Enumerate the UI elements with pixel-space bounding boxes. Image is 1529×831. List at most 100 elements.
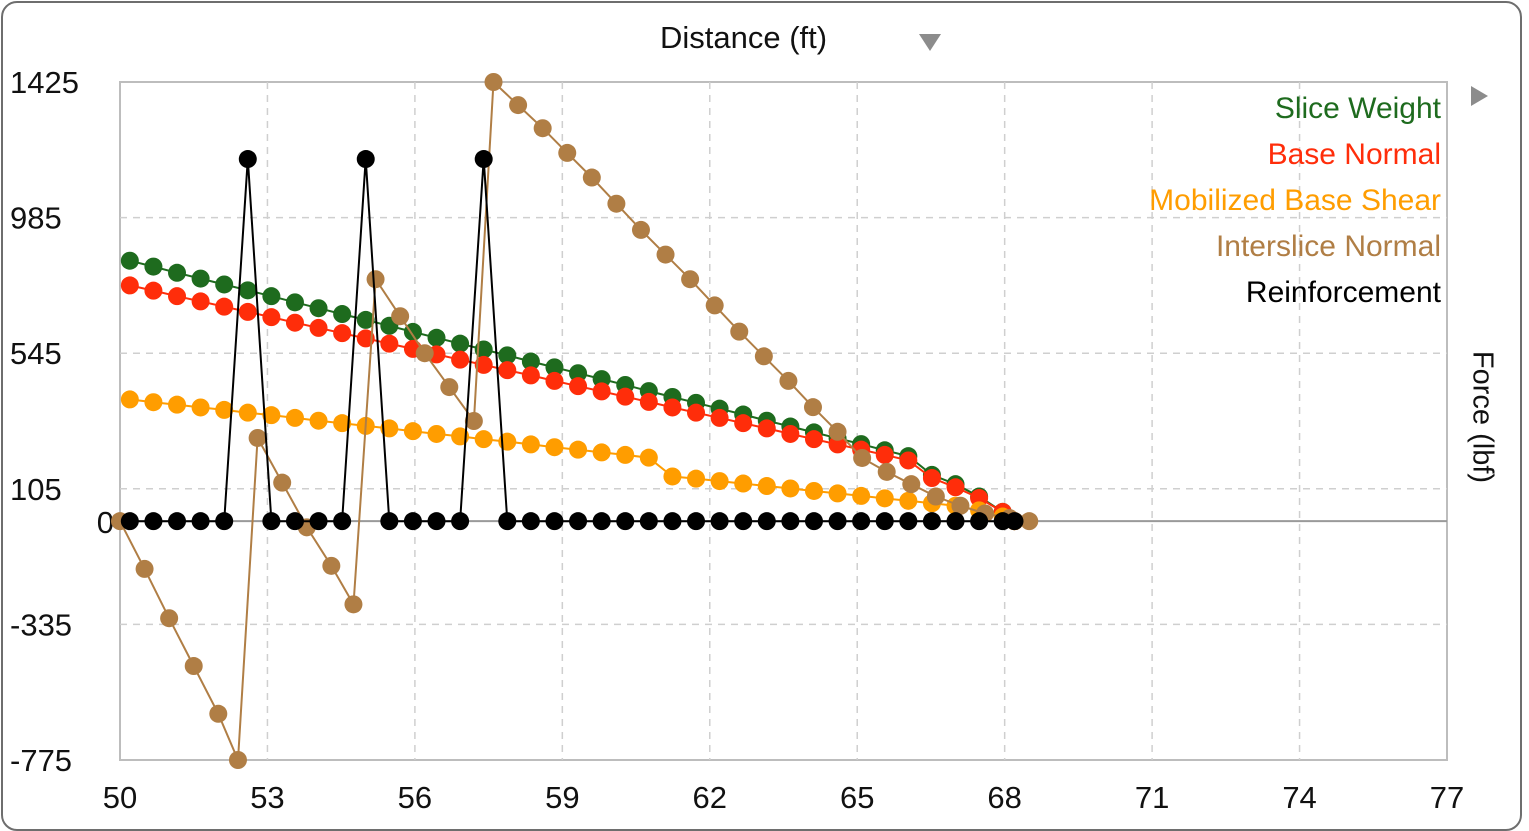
- data-point: [191, 398, 210, 417]
- data-point: [380, 419, 399, 438]
- data-point: [946, 478, 965, 497]
- legend: Slice Weight Base Normal Mobilized Base Sh…: [1149, 92, 1441, 309]
- y-tick-label: -775: [10, 743, 72, 778]
- data-point: [451, 334, 470, 353]
- x-tick-label: 59: [545, 780, 579, 815]
- data-point: [922, 469, 941, 488]
- data-point: [922, 512, 941, 531]
- data-point: [238, 403, 257, 422]
- data-point: [781, 479, 800, 498]
- data-point: [970, 489, 989, 508]
- data-point: [710, 408, 729, 427]
- data-point: [184, 657, 203, 676]
- data-point: [592, 512, 611, 531]
- data-point: [582, 168, 601, 187]
- data-point: [951, 496, 970, 515]
- data-point: [238, 150, 257, 169]
- x-tick-label: 53: [250, 780, 284, 815]
- data-point: [828, 512, 847, 531]
- data-point: [734, 414, 753, 433]
- data-point: [757, 477, 776, 496]
- expand-panel-icon[interactable]: [1471, 86, 1488, 106]
- data-point: [734, 474, 753, 493]
- data-point: [926, 487, 945, 506]
- series-line: [119, 79, 1030, 761]
- data-point: [558, 143, 577, 162]
- series-layer: [111, 73, 1039, 769]
- chart-header: Distance (ft): [0, 18, 1529, 62]
- data-point: [333, 414, 352, 433]
- data-point: [803, 398, 822, 417]
- data-point: [970, 512, 989, 531]
- data-point: [427, 424, 446, 443]
- data-point: [804, 512, 823, 531]
- data-point: [403, 422, 422, 441]
- data-point: [135, 559, 154, 578]
- data-point: [168, 263, 187, 282]
- data-point: [451, 512, 470, 531]
- data-point: [474, 430, 493, 449]
- data-point: [415, 344, 434, 363]
- data-point: [191, 292, 210, 311]
- data-point: [616, 445, 635, 464]
- data-point: [474, 355, 493, 374]
- data-point: [663, 398, 682, 417]
- data-point: [144, 281, 163, 300]
- data-point: [474, 150, 493, 169]
- data-point: [427, 512, 446, 531]
- data-point: [144, 512, 163, 531]
- data-point: [285, 293, 304, 312]
- data-point: [120, 276, 139, 295]
- data-point: [215, 400, 234, 419]
- axes: 50 53 56 59 62 65 68 71 74 77 1425 985 545 105 -335 -77…: [10, 65, 1464, 815]
- legend-item: Interslice Normal: [1216, 230, 1441, 263]
- data-point: [160, 609, 179, 628]
- data-point: [120, 512, 139, 531]
- data-point: [875, 512, 894, 531]
- data-point: [309, 411, 328, 430]
- data-point: [215, 297, 234, 316]
- data-point: [804, 481, 823, 500]
- data-point: [946, 512, 965, 531]
- y-tick-label: 985: [10, 201, 62, 236]
- series-reinforcement: [120, 150, 1024, 531]
- data-point: [521, 352, 540, 371]
- data-point: [828, 484, 847, 503]
- data-point: [333, 324, 352, 343]
- data-point: [191, 512, 210, 531]
- data-point: [710, 512, 729, 531]
- data-point: [607, 194, 626, 213]
- data-point: [248, 428, 267, 447]
- data-point: [592, 443, 611, 462]
- data-point: [569, 364, 588, 383]
- data-point: [616, 512, 635, 531]
- x-axis-dropdown-icon[interactable]: [919, 34, 941, 51]
- data-point: [344, 595, 363, 614]
- data-point: [380, 334, 399, 353]
- data-point: [521, 366, 540, 385]
- data-point: [144, 257, 163, 276]
- data-point: [285, 313, 304, 332]
- data-point: [656, 245, 675, 264]
- data-point: [451, 350, 470, 369]
- data-point: [639, 448, 658, 467]
- plot-area-border: [119, 81, 1448, 761]
- data-point: [545, 438, 564, 457]
- data-point: [639, 392, 658, 411]
- data-point: [899, 491, 918, 510]
- data-point: [663, 512, 682, 531]
- data-point: [498, 346, 517, 365]
- x-tick-label: 68: [987, 780, 1021, 815]
- data-point: [356, 310, 375, 329]
- data-point: [545, 512, 564, 531]
- data-point: [322, 556, 341, 575]
- data-point: [403, 512, 422, 531]
- data-point: [592, 370, 611, 389]
- data-point: [545, 358, 564, 377]
- data-point: [262, 512, 281, 531]
- data-point: [191, 269, 210, 288]
- data-point: [631, 220, 650, 239]
- data-point: [828, 422, 847, 441]
- data-point: [533, 119, 552, 138]
- data-point: [464, 412, 483, 430]
